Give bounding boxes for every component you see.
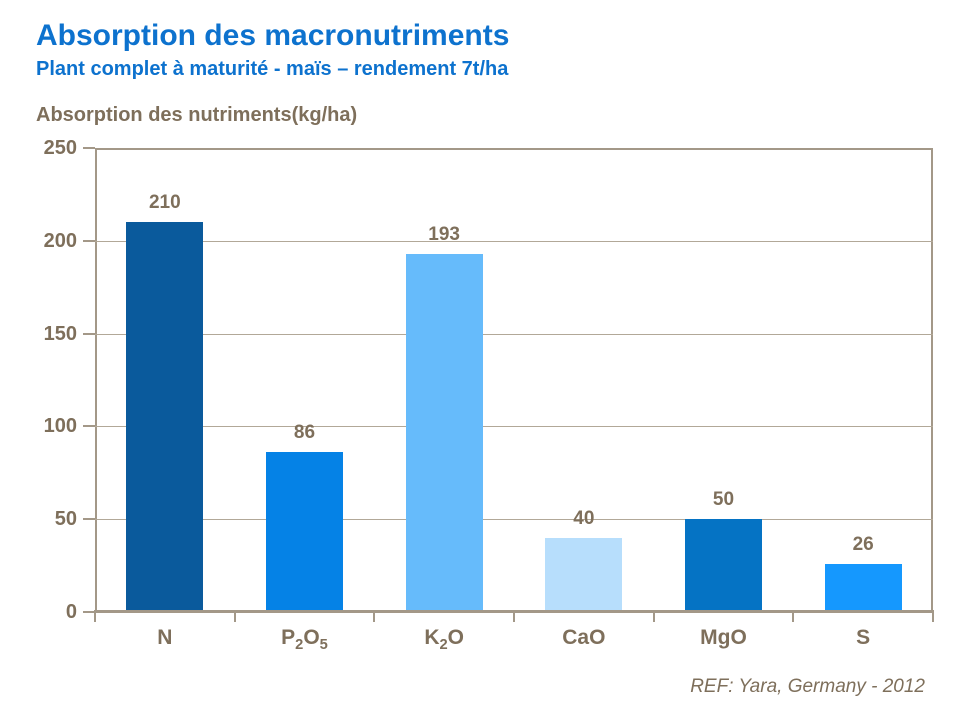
x-category-label: K2O (424, 626, 464, 654)
x-axis-tick (94, 613, 96, 622)
y-axis-tick (83, 332, 95, 335)
y-axis-label: 0 (65, 601, 77, 623)
x-axis-tick (652, 613, 655, 622)
x-axis-tick (513, 613, 515, 622)
gridline (95, 240, 933, 242)
y-axis-label: 50 (54, 508, 77, 531)
x-category-label: S (856, 626, 871, 649)
bar-mgo (685, 519, 762, 612)
bar-value-label: 40 (573, 507, 595, 529)
bar-value-label: 210 (148, 192, 181, 214)
x-axis-tick (233, 613, 236, 622)
gridline (95, 519, 933, 521)
y-axis-tick (83, 425, 95, 428)
bar-k2o (405, 253, 483, 612)
source-reference: REF: Yara, Germany - 2012 (690, 676, 925, 697)
bar-cao (545, 537, 623, 612)
y-axis-tick (83, 611, 95, 613)
plot-area (95, 148, 933, 612)
bar-value-label: 193 (428, 223, 460, 245)
slide-subtitle: Plant complet à maturité - maïs – rendem… (36, 58, 509, 80)
gridline (95, 426, 933, 428)
x-category-label: CaO (562, 626, 606, 649)
x-axis-line (94, 610, 934, 613)
x-axis-tick (373, 613, 376, 622)
y-axis-label: 100 (43, 415, 77, 438)
y-axis-label: 200 (43, 229, 77, 252)
x-axis-tick (792, 613, 795, 622)
bar-n (126, 222, 204, 612)
y-axis-label: 150 (43, 322, 77, 345)
x-axis-tick (932, 613, 934, 622)
gridline (95, 333, 933, 335)
bar-value-label: 50 (712, 489, 735, 511)
bar-value-label: 26 (852, 533, 874, 555)
y-axis-label: 250 (43, 137, 77, 159)
y-axis-tick (83, 147, 95, 149)
bar-value-label: 86 (293, 422, 316, 444)
y-axis-tick (83, 239, 95, 242)
bar-s (824, 563, 902, 612)
x-category-label: P2O5 (281, 626, 328, 654)
x-category-label: MgO (700, 626, 747, 649)
slide-title: Absorption des macronutriments (36, 19, 510, 52)
chart-axis-title: Absorption des nutriments(kg/ha) (36, 104, 358, 126)
y-axis-tick (83, 518, 95, 521)
bar-p2o5 (266, 452, 343, 612)
x-category-label: N (157, 626, 173, 649)
